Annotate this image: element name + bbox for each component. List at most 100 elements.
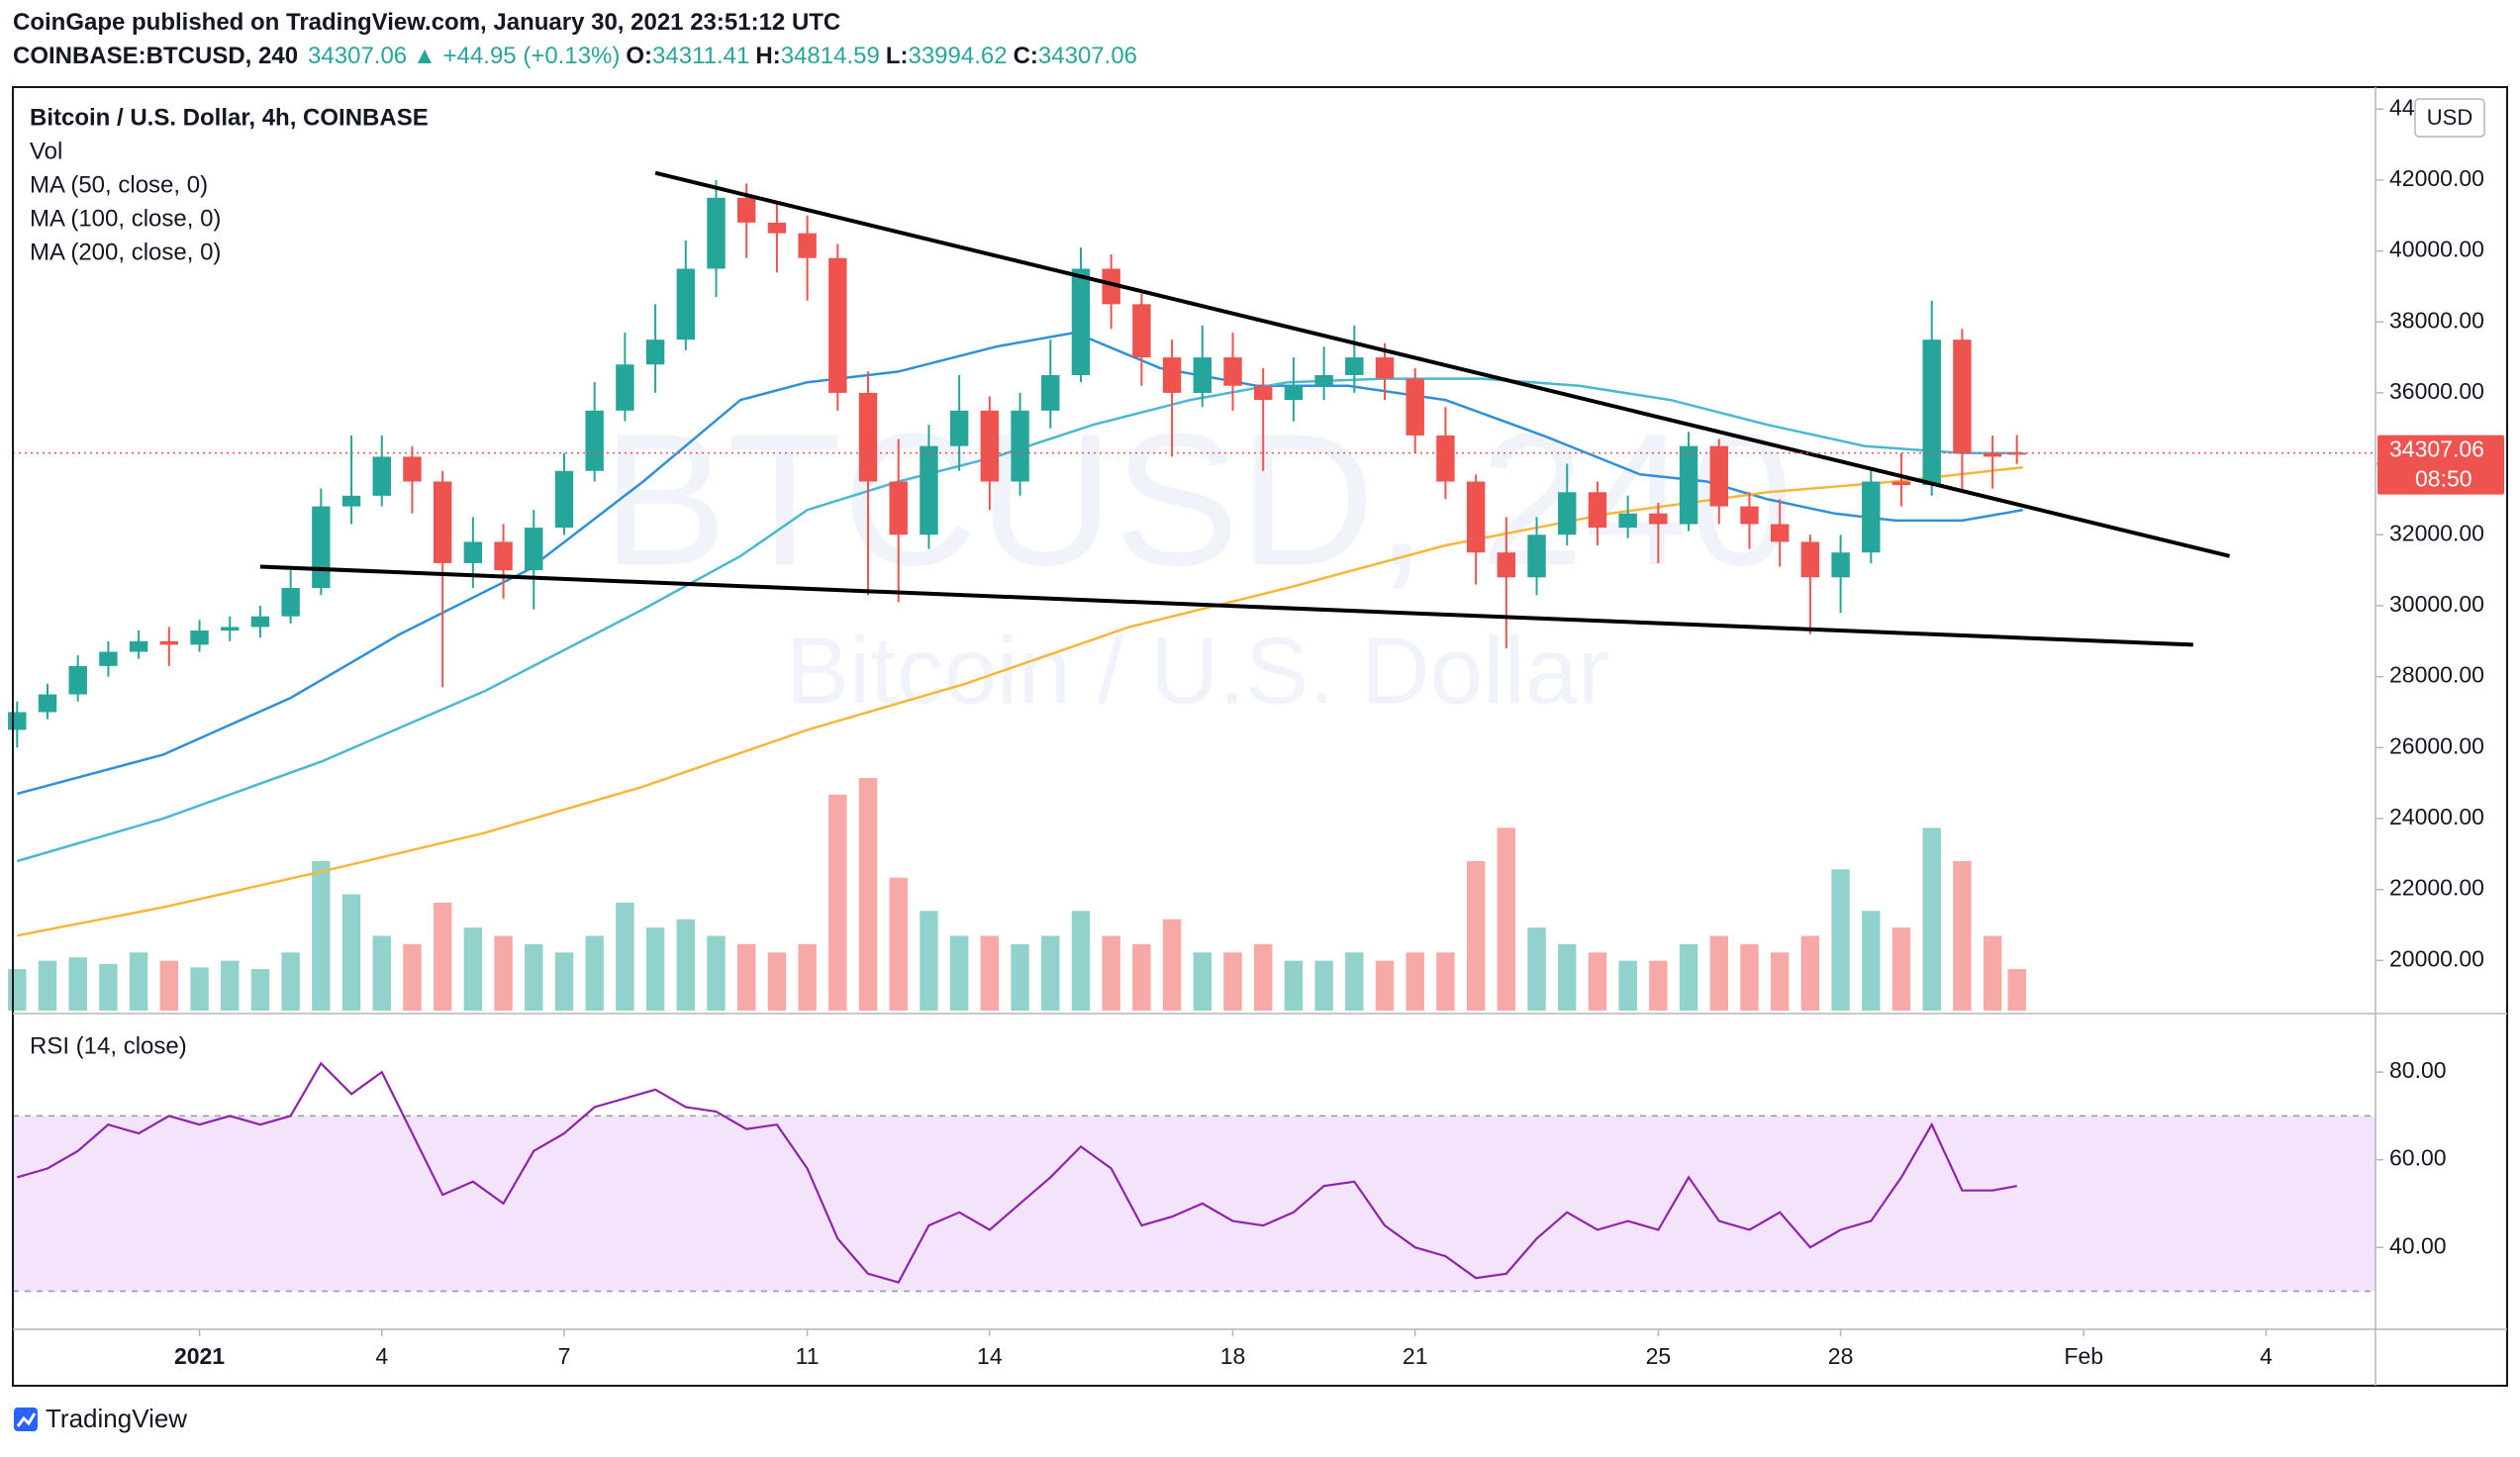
volume-bar [372,935,391,1011]
candle-body [281,588,300,617]
symbol: COINBASE:BTCUSD, 240 [13,43,298,69]
volume-bar [737,943,756,1011]
chart-layer: BTCUSD, 240 Bitcoin / U.S. Dollar 20000.00… [8,94,2504,1369]
candle-body [980,410,1000,482]
candle-body [1497,552,1516,578]
y-tick-label: 42000.00 [2389,165,2484,191]
candle-body [1436,435,1455,482]
volume-bar [858,778,878,1011]
candle-body [1284,385,1304,401]
y-tick-label: 20000.00 [2389,945,2484,971]
candle-body [858,392,878,482]
volume-bar [403,943,422,1011]
x-tick-label: 2021 [174,1343,225,1369]
volume-bar [1223,952,1242,1011]
candle-body [1709,445,1728,507]
candle-body [8,712,27,730]
volume-bar [1800,935,1820,1011]
volume-bar [1193,952,1212,1011]
x-tick-label: 28 [1828,1343,1854,1369]
volume-bar [1466,860,1486,1011]
candle-body [221,627,240,631]
volume-bar [828,794,847,1011]
volume-bar [1922,827,1941,1011]
candle-body [1649,513,1668,525]
candle-body [250,616,270,628]
trendline [654,170,2231,558]
volume-bar [221,960,240,1011]
candle-body [1466,481,1486,553]
rsi-tick-label: 60.00 [2389,1145,2447,1171]
volume-bar [99,964,118,1011]
moving-average-line [16,331,2024,796]
volume-bar [525,943,543,1011]
y-tick-label: 22000.00 [2389,875,2484,901]
candle-body [767,222,787,234]
candle-body [463,541,483,563]
candle-body [38,694,57,713]
y-tick-label: 24000.00 [2389,804,2484,829]
candle-body [1375,357,1395,379]
volume-bar [159,960,179,1011]
volume-bar [767,952,787,1011]
candle-body [494,541,513,571]
volume-bar [1041,935,1060,1011]
volume-bar [341,894,361,1011]
candle-body [616,364,634,411]
candle-body [1132,304,1151,358]
open-label: O: [626,43,652,69]
y-tick-label: 38000.00 [2389,307,2484,333]
ma-legend: MA (50, close, 0) [30,171,208,198]
last-price: 34307.06 [308,43,407,69]
volume-bar [433,902,452,1011]
y-tick-label: 32000.00 [2389,520,2484,545]
x-tick-label: 11 [796,1343,820,1369]
volume-bar [494,935,513,1011]
candle-body [707,197,726,269]
chart-title: Bitcoin / U.S. Dollar, 4h, COINBASE [30,104,429,131]
candle-body [1314,375,1333,386]
candle-body [433,481,452,563]
volume-bar [1983,935,2002,1011]
x-tick-label: 18 [1220,1343,1246,1369]
candle-body [1193,357,1212,393]
volume-bar [1436,952,1455,1011]
candle-body [1740,506,1759,525]
candle-body [1983,452,2002,457]
rsi-line [16,1061,2017,1284]
close-label: C: [1014,43,1038,69]
x-tick-label: 14 [977,1343,1003,1369]
close-value: 34307.06 [1038,43,1137,69]
candle-body [1922,340,1941,486]
volume-bar [889,877,908,1011]
candle-body [920,445,938,535]
trendline [259,564,2193,647]
y-tick-label: 36000.00 [2389,378,2484,404]
footer-logo: TradingView [14,1404,187,1433]
volume-bar [1649,960,1668,1011]
candle-body [372,456,391,496]
x-tick-label: 4 [2260,1343,2273,1369]
last-price-box [2377,435,2504,495]
volume-bar [1953,860,1972,1011]
candle-body [1588,492,1607,529]
publisher: CoinGape published on TradingView.com, J… [13,9,840,36]
volume-bar [2007,969,2026,1011]
rsi-tick-label: 40.00 [2389,1232,2447,1258]
candle-body [554,470,574,529]
candle-body [312,506,331,589]
volume-bar [1284,960,1304,1011]
candle-body [1953,340,1972,453]
volume-bar [1102,935,1120,1011]
volume-bar [554,952,574,1011]
publisher-line: CoinGape published on TradingView.com, J… [13,9,840,36]
candle-body [1558,492,1577,535]
volume-bar [281,952,300,1011]
volume-bar [1770,952,1790,1011]
candle-body [585,410,604,471]
volume-bar [616,902,634,1011]
volume-legend: Vol [30,138,62,164]
volume-bar [920,911,938,1011]
